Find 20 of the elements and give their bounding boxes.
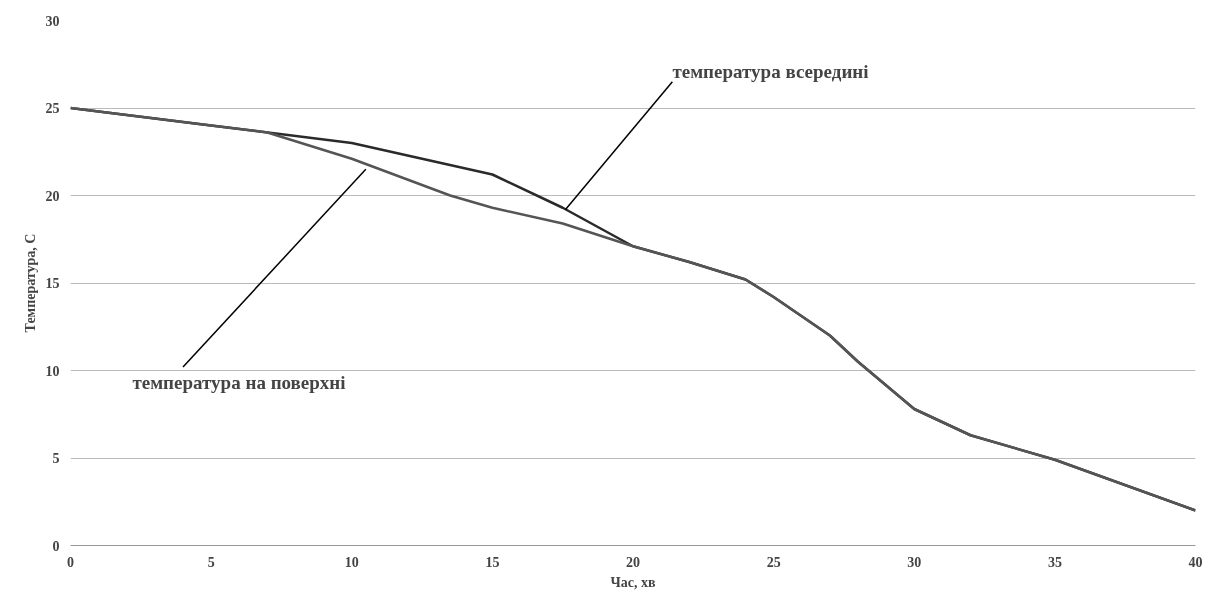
y-tick-label: 20 — [45, 188, 60, 204]
y-tick-label: 0 — [52, 538, 60, 554]
annotation: температура всередині — [672, 60, 869, 82]
y-tick-label: 5 — [52, 451, 60, 466]
x-tick-label: 15 — [485, 554, 500, 570]
x-tick-label: 30 — [907, 554, 922, 570]
x-tick-label: 40 — [1188, 554, 1203, 570]
x-tick-label: 20 — [626, 554, 640, 570]
x-tick-label: 35 — [1047, 554, 1062, 570]
x-tick-label: 25 — [766, 554, 781, 570]
y-tick-label: 15 — [45, 276, 60, 291]
y-tick-label: 25 — [45, 101, 60, 116]
y-axis-title: Температура, С — [22, 233, 38, 333]
x-tick-label: 0 — [67, 554, 74, 570]
x-tick-label: 10 — [344, 554, 359, 570]
x-tick-label: 5 — [207, 554, 215, 570]
y-tick-label: 30 — [45, 13, 60, 29]
x-axis-title: Час, хв — [610, 574, 656, 590]
y-tick-label: 10 — [45, 363, 60, 379]
annotation: температура на поверхні — [132, 372, 346, 394]
